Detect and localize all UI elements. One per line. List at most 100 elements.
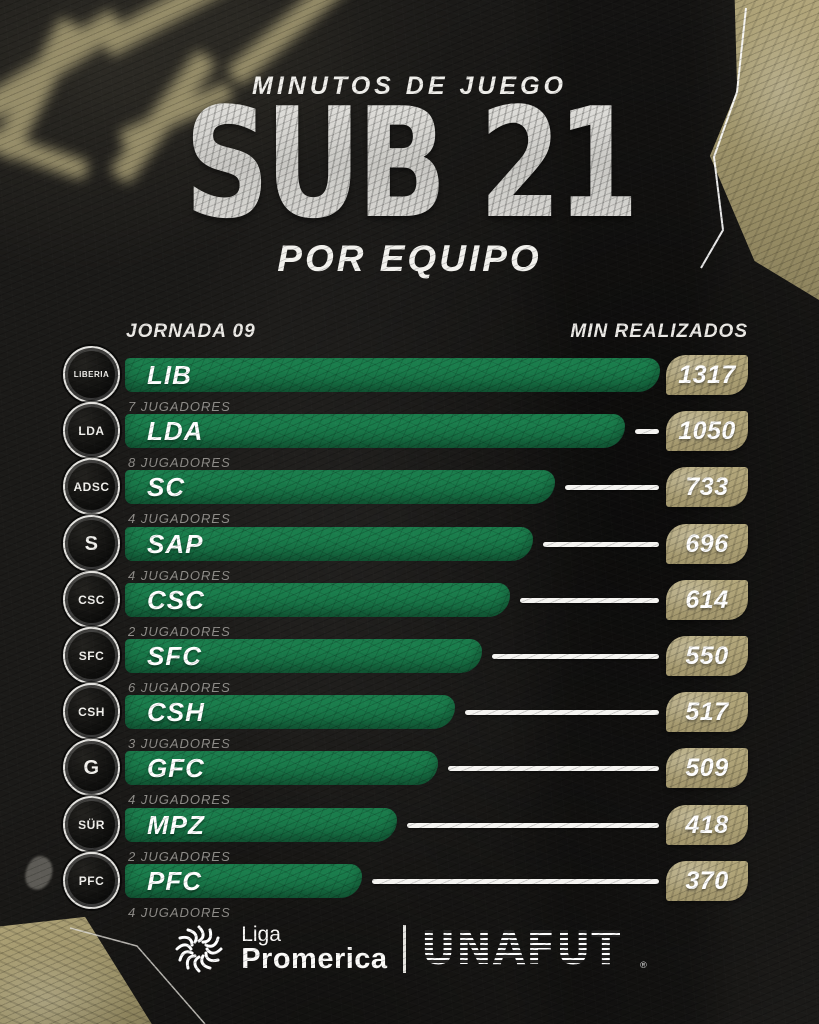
jornada-label: JORNADA 09 bbox=[126, 321, 256, 342]
team-row: LIBERIA LIB 7 JUGADORES 1317 bbox=[0, 346, 819, 415]
value-pill: 614 bbox=[666, 580, 748, 620]
leader-line bbox=[465, 710, 659, 715]
team-code: MPZ bbox=[147, 809, 205, 840]
team-code: CSH bbox=[147, 696, 205, 727]
team-row: G GFC 4 JUGADORES 509 bbox=[0, 739, 819, 808]
page-title: SUB 21 bbox=[90, 88, 729, 240]
team-row: ADSC SC 4 JUGADORES 733 bbox=[0, 458, 819, 527]
team-code: PFC bbox=[147, 865, 202, 896]
team-bar: CSH bbox=[125, 695, 455, 729]
team-badge-monogram: LDA bbox=[78, 423, 105, 438]
leader-line bbox=[448, 766, 659, 771]
team-badge-monogram: CSC bbox=[78, 592, 105, 607]
team-row: SFC SFC 6 JUGADORES 550 bbox=[0, 627, 819, 696]
team-badge-monogram: G bbox=[83, 756, 100, 779]
players-label: 3 JUGADORES bbox=[128, 736, 231, 751]
team-badge-monogram: ADSC bbox=[73, 479, 110, 494]
value-pill: 696 bbox=[666, 524, 748, 564]
value-pill: 1317 bbox=[666, 355, 748, 395]
liga-word: Liga bbox=[241, 922, 281, 946]
team-badge: CSC bbox=[63, 571, 120, 628]
value-pill: 370 bbox=[666, 861, 748, 901]
value-pill-text: 1050 bbox=[678, 416, 736, 445]
players-label: 4 JUGADORES bbox=[128, 792, 231, 807]
value-pill-text: 517 bbox=[685, 697, 729, 726]
team-code: CSC bbox=[147, 584, 205, 615]
team-badge: SÜR bbox=[63, 796, 120, 853]
value-pill: 517 bbox=[666, 692, 748, 732]
value-pill-text: 733 bbox=[685, 472, 729, 501]
team-code: SC bbox=[147, 471, 186, 502]
team-badge-monogram: SFC bbox=[78, 648, 105, 663]
leader-line bbox=[372, 879, 659, 884]
liga-promerica-swirl-icon bbox=[175, 925, 223, 973]
leader-line bbox=[492, 654, 659, 659]
team-badge: LIBERIA bbox=[63, 346, 120, 403]
value-pill-text: 550 bbox=[685, 641, 729, 670]
leader-line bbox=[635, 429, 659, 434]
team-badge: ADSC bbox=[63, 458, 120, 515]
value-pill: 509 bbox=[666, 748, 748, 788]
value-pill: 418 bbox=[666, 805, 748, 845]
team-bar: LDA bbox=[125, 414, 625, 448]
players-label: 7 JUGADORES bbox=[128, 399, 231, 414]
team-badge-monogram: SÜR bbox=[78, 817, 105, 832]
players-label: 2 JUGADORES bbox=[128, 624, 231, 639]
team-code: LIB bbox=[147, 359, 192, 390]
value-pill-text: 614 bbox=[685, 585, 729, 614]
swirl-segments bbox=[175, 925, 223, 973]
team-code: SAP bbox=[147, 528, 204, 559]
team-badge-monogram: LIBERIA bbox=[73, 369, 110, 379]
team-code: LDA bbox=[147, 415, 204, 446]
team-bar: SC bbox=[125, 470, 555, 504]
players-label: 2 JUGADORES bbox=[128, 849, 231, 864]
team-bar: SFC bbox=[125, 639, 482, 673]
team-badge: SFC bbox=[63, 627, 120, 684]
liga-promerica-wordmark: Liga Promerica bbox=[241, 922, 388, 975]
value-pill: 550 bbox=[666, 636, 748, 676]
team-badge: S bbox=[63, 515, 120, 572]
players-label: 4 JUGADORES bbox=[128, 568, 231, 583]
promerica-word: Promerica bbox=[241, 942, 388, 975]
team-badge: CSH bbox=[63, 683, 120, 740]
team-badge: G bbox=[63, 739, 120, 796]
min-realizados-label: MIN REALIZADOS bbox=[570, 321, 748, 342]
value-pill: 733 bbox=[666, 467, 748, 507]
team-row: CSH CSH 3 JUGADORES 517 bbox=[0, 683, 819, 752]
players-label: 8 JUGADORES bbox=[128, 455, 231, 470]
value-pill: 1050 bbox=[666, 411, 748, 451]
value-pill-text: 509 bbox=[685, 753, 729, 782]
team-code: SFC bbox=[147, 640, 202, 671]
team-badge-monogram: S bbox=[84, 532, 99, 555]
team-code: GFC bbox=[147, 752, 205, 783]
team-bar: LIB bbox=[125, 358, 660, 392]
leader-line bbox=[520, 598, 659, 603]
players-label: 6 JUGADORES bbox=[128, 680, 231, 695]
value-pill-text: 418 bbox=[685, 810, 729, 839]
value-pill-text: 1317 bbox=[678, 360, 736, 389]
value-pill-text: 696 bbox=[685, 529, 729, 558]
team-badge: PFC bbox=[63, 852, 120, 909]
registered-mark: ® bbox=[640, 959, 647, 970]
players-label: 4 JUGADORES bbox=[128, 905, 231, 920]
page-subtitle: POR EQUIPO bbox=[277, 238, 542, 279]
team-badge-monogram: CSH bbox=[78, 704, 105, 719]
team-bar: PFC bbox=[125, 864, 362, 898]
team-badge-monogram: PFC bbox=[78, 873, 105, 888]
team-bar: SAP bbox=[125, 527, 533, 561]
team-row: SÜR MPZ 2 JUGADORES 418 bbox=[0, 796, 819, 865]
team-row: LDA LDA 8 JUGADORES 1050 bbox=[0, 402, 819, 471]
team-badge: LDA bbox=[63, 402, 120, 459]
leader-line bbox=[565, 485, 659, 490]
team-row: CSC CSC 2 JUGADORES 614 bbox=[0, 571, 819, 640]
footer-brand-bar: Liga Promerica UNAFUT ® bbox=[0, 922, 819, 976]
team-row: S SAP 4 JUGADORES 696 bbox=[0, 515, 819, 584]
value-pill-text: 370 bbox=[685, 866, 729, 895]
leader-line bbox=[407, 823, 659, 828]
unafut-text: UNAFUT bbox=[420, 921, 621, 976]
team-bar: MPZ bbox=[125, 808, 397, 842]
unafut-wordmark: UNAFUT ® bbox=[420, 921, 647, 976]
players-label: 4 JUGADORES bbox=[128, 511, 231, 526]
